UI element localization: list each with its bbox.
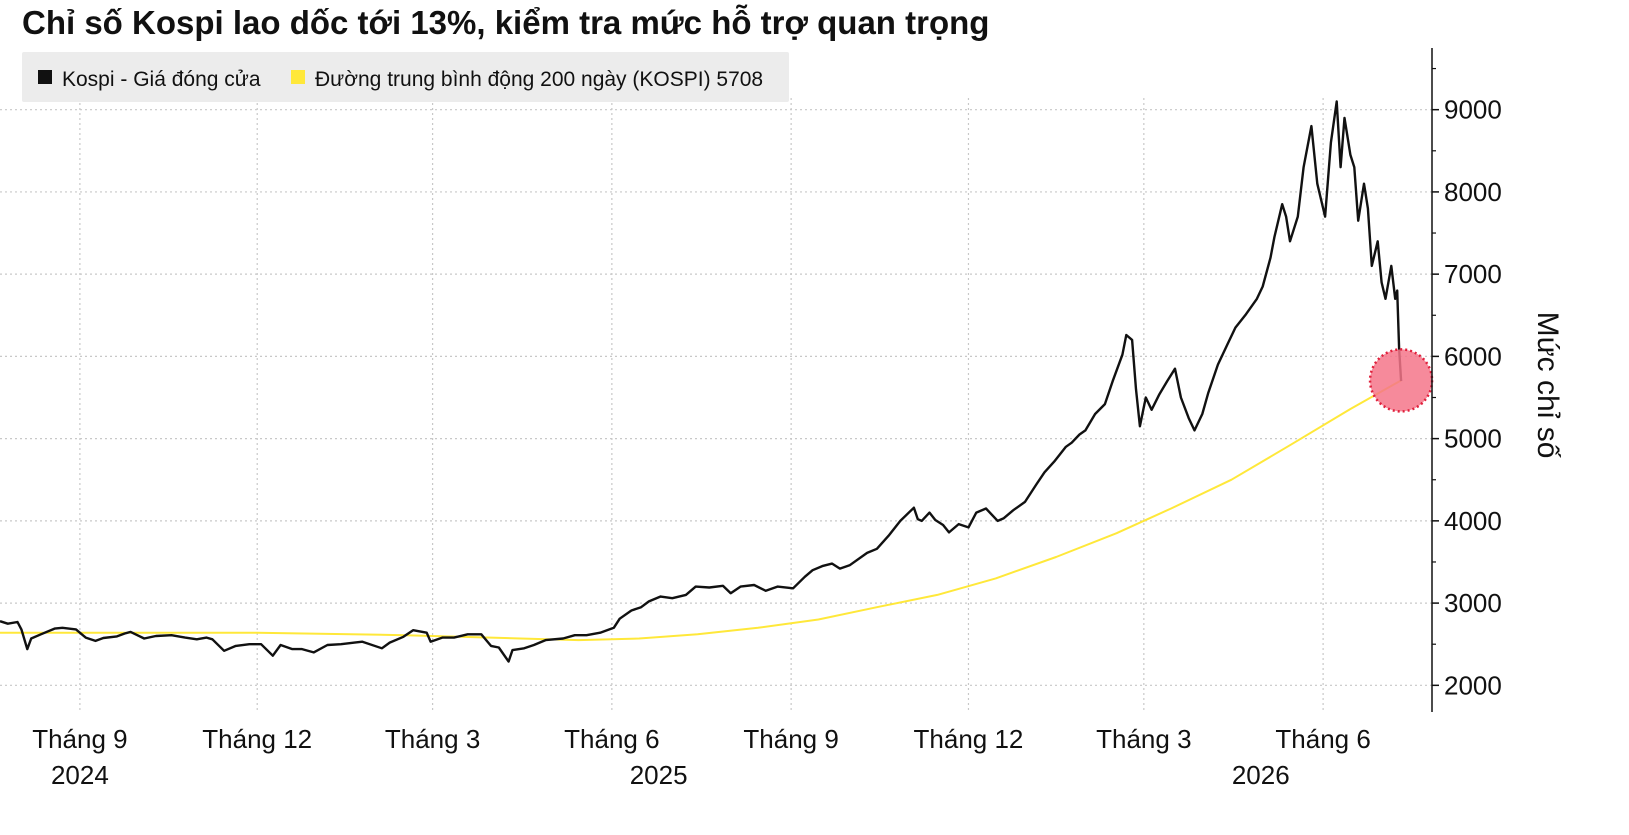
y-tick-label: 9000 (1444, 95, 1502, 125)
x-tick-label: Tháng 12 (202, 724, 312, 754)
x-tick-label: Tháng 12 (914, 724, 1024, 754)
legend: Kospi - Giá đóng cửa Đường trung bình độn… (22, 52, 789, 102)
y-tick-label: 6000 (1444, 341, 1502, 371)
x-tick-label: Tháng 6 (564, 724, 659, 754)
x-tick-label: Tháng 3 (1096, 724, 1191, 754)
highlight-circle (1368, 348, 1434, 413)
x-tick-label: Tháng 6 (1275, 724, 1370, 754)
x-tick-label: Tháng 9 (743, 724, 838, 754)
chart-axes: 2000 3000 4000 5000 6000 7000 8000 9000 Tháng 9 T… (32, 48, 1564, 790)
kospi-close-line (0, 100, 1403, 663)
x-tick-label: Tháng 3 (385, 724, 480, 754)
x-year-label: 2024 (51, 760, 109, 790)
x-tick-label: Tháng 9 (32, 724, 127, 754)
y-tick-label: 2000 (1444, 670, 1502, 700)
legend-swatch (291, 70, 305, 84)
y-tick-label: 7000 (1444, 259, 1502, 289)
y-tick-label: 5000 (1444, 424, 1502, 454)
x-year-label: 2025 (630, 760, 688, 790)
moving-average-200-line (0, 379, 1402, 642)
y-tick-label: 8000 (1444, 177, 1502, 207)
y-axis-title: Mức chỉ số (1531, 312, 1564, 459)
legend-box (22, 52, 789, 102)
legend-swatch (38, 70, 52, 84)
y-tick-label: 3000 (1444, 588, 1502, 618)
x-year-label: 2026 (1232, 760, 1290, 790)
legend-entry: Kospi - Giá đóng cửa (62, 68, 261, 91)
grid-lines (0, 98, 1432, 712)
chart-title: Chỉ số Kospi lao dốc tới 13%, kiểm tra m… (22, 4, 990, 41)
series-lines (0, 100, 1434, 663)
legend-entry: Đường trung bình động 200 ngày (KOSPI) 5… (315, 68, 763, 91)
y-tick-label: 4000 (1444, 506, 1502, 536)
